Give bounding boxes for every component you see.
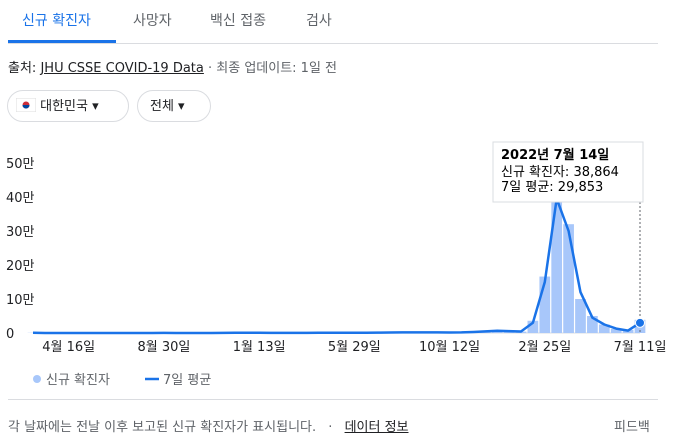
tab[interactable]: 백신 접종 [210,13,266,29]
x-tick-label: 5월 29일 [328,340,381,355]
footer-sep: · [328,420,333,435]
x-tick-label: 4월 16일 [42,340,95,355]
tab[interactable]: 검사 [306,13,332,29]
country-dropdown[interactable]: 대한민국 ▾ [7,90,129,122]
divider [8,43,658,44]
y-tick-label: 0 [6,327,14,342]
divider [8,399,658,400]
footer: 각 날짜에는 전날 이후 보고된 신규 확진자가 표시됩니다. · 데이터 정보 [8,416,409,435]
tab[interactable]: 신규 확진자 [22,13,91,29]
legend-swatch [33,375,41,383]
tooltip-date: 2022년 7월 14일 [501,147,609,163]
legend-label: 7일 평균 [163,373,211,388]
bar [539,276,551,333]
bar [587,316,598,333]
scope-dropdown[interactable]: 전체 ▾ [137,90,211,122]
footer-note: 각 날짜에는 전날 이후 보고된 신규 확진자가 표시됩니다. [8,420,317,435]
y-tick-label: 50만 [6,157,35,172]
x-tick-label: 2월 25일 [518,340,571,355]
y-tick-label: 30만 [6,225,35,240]
dropdown-label: 대한민국 [40,99,88,114]
tooltip-box [492,141,644,203]
source-line: 출처: JHU CSSE COVID-19 Data · 최종 업데이트: 1일… [8,57,337,76]
source-prefix: 출처: [8,61,37,76]
tooltip-line: 신규 확진자: 38,864 [501,165,619,180]
dropdown-label: 전체 [150,99,174,114]
tab-indicator [8,40,116,43]
chart: 0 10만 20만 30만 40만 50만 4월 16일 8월 30일 1월 13일 5월 29일… [6,141,667,388]
x-tick-label: 1월 13일 [233,340,286,355]
y-tick-label: 20만 [6,259,35,274]
x-tick-label: 10월 12일 [419,340,480,355]
bar [551,190,563,333]
bar [598,324,610,333]
source-link[interactable]: JHU CSSE COVID-19 Data [40,61,204,76]
tooltip-line: 7일 평균: 29,853 [501,180,603,195]
legend-label: 신규 확진자 [46,373,110,388]
bar [610,328,622,333]
hover-dot [635,317,645,328]
footer-link[interactable]: 데이터 정보 [344,420,409,435]
bar [527,320,539,333]
tab[interactable]: 사망자 [133,13,172,29]
source-updated: · 최종 업데이트: 1일 전 [208,61,338,76]
line [32,197,641,335]
flag [15,97,37,113]
feedback[interactable]: 피드백 [614,420,650,435]
bar [575,299,586,333]
x-tick-label: 8월 30일 [137,340,190,355]
y-tick-label: 10만 [6,293,35,308]
bar [563,224,574,333]
x-tick-label: 7월 11일 [614,340,667,355]
y-tick-label: 40만 [6,191,35,206]
